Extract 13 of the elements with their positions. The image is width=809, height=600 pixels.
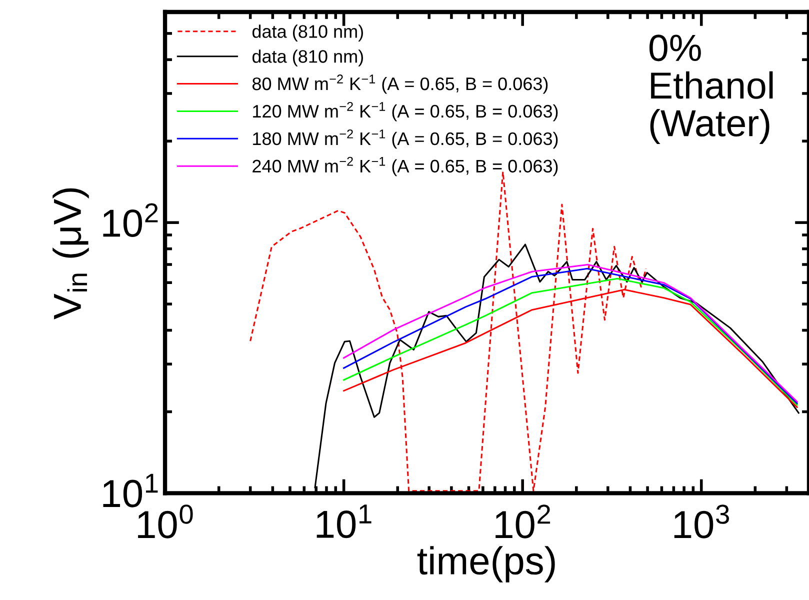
x-tick-label: 10$^{3}$ <box>674 504 729 538</box>
legend-label: 80 MW m$^{−2}$ K$^{−1}$ (A = 0.65, B = 0.063) <box>252 74 548 94</box>
y-axis-title: V$_{in}$ (μV) <box>52 188 89 320</box>
x-axis-title: time(ps) <box>417 546 555 582</box>
x-tick-label: 10$^{1}$ <box>316 504 372 538</box>
legend-label: data (810 nm) <box>252 50 363 66</box>
legend-label: 180 MW m$^{−2}$ K$^{−1}$ (A = 0.65, B = 0.063) <box>253 129 558 149</box>
legend-label: 240 MW m$^{−2}$ K$^{−1}$ (A = 0.65, B = 0.063) <box>252 156 558 176</box>
x-tick-label: 10$^{2}$ <box>496 504 550 538</box>
legend-label: 120 MW m$^{−2}$ K$^{−1}$ (A = 0.65, B = 0.063) <box>253 102 558 122</box>
legend-label: data (810 nm) <box>252 24 363 42</box>
annotation: 0% Ethanol (Water) <box>649 34 773 144</box>
x-tick-label: 10$^{0}$ <box>138 504 193 538</box>
